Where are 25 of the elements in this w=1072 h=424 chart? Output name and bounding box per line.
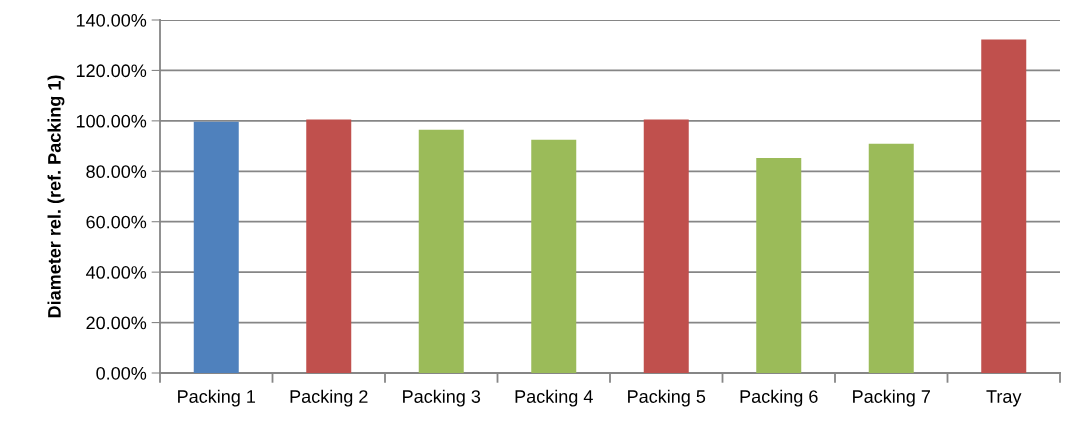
y-axis-title: Diameter rel. (ref. Packing 1) bbox=[47, 75, 65, 318]
y-tick-label: 120.00% bbox=[76, 64, 147, 78]
x-tick-label: Packing 3 bbox=[403, 389, 481, 407]
x-tick-label: Packing 1 bbox=[178, 389, 256, 407]
bar bbox=[418, 129, 464, 373]
x-tick-label: Packing 7 bbox=[853, 389, 930, 407]
bar bbox=[306, 119, 352, 373]
y-tick-label: 0.00% bbox=[96, 366, 147, 380]
bar bbox=[643, 119, 689, 373]
y-tick-label: 100.00% bbox=[76, 114, 147, 128]
x-tick-label: Packing 6 bbox=[740, 389, 818, 407]
bar bbox=[868, 143, 914, 373]
x-tick-label: Packing 5 bbox=[628, 389, 706, 407]
y-tick-label: 80.00% bbox=[86, 165, 147, 179]
x-tick-label: Tray bbox=[986, 390, 1022, 407]
y-tick-label: 40.00% bbox=[85, 266, 147, 279]
bar bbox=[981, 39, 1027, 373]
y-tick-label: 140.00% bbox=[76, 13, 147, 27]
bar bbox=[756, 157, 802, 373]
bar bbox=[531, 139, 577, 373]
x-tick-label: Packing 2 bbox=[290, 389, 368, 407]
y-tick-label: 20.00% bbox=[86, 316, 147, 330]
bar bbox=[193, 121, 239, 373]
y-tick-label: 60.00% bbox=[86, 215, 147, 229]
x-tick-label: Packing 4 bbox=[515, 389, 593, 407]
